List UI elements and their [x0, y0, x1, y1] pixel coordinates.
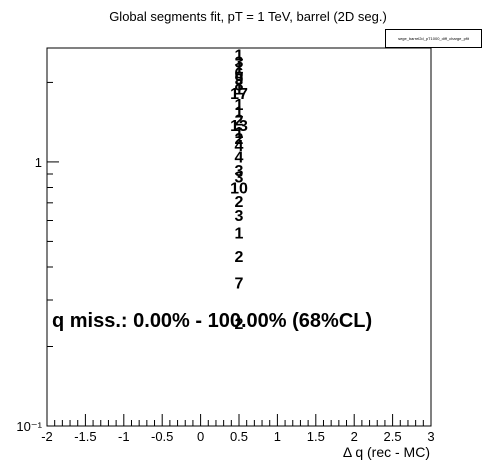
- x-tick-label: 1: [274, 429, 281, 444]
- bin-count-label: 3: [235, 208, 244, 225]
- stats-box: sege_barrel2d_pT1000_diff_charge_pfit: [385, 29, 482, 48]
- x-tick-label: -0.5: [151, 429, 173, 444]
- x-tick-label: -1.5: [74, 429, 96, 444]
- y-tick-label: 1: [35, 155, 42, 170]
- x-tick-label: -2: [41, 429, 53, 444]
- x-axis-label: Δ q (rec - MC): [343, 444, 430, 460]
- x-tick-label: 2.5: [384, 429, 402, 444]
- q-miss-annotation: q miss.: 0.00% - 100.00% (68%CL): [52, 310, 372, 333]
- x-tick-label: -1: [118, 429, 130, 444]
- stats-box-title: sege_barrel2d_pT1000_diff_charge_pfit: [386, 36, 481, 41]
- x-axis: -2 -1.5 -1 -0.5 0 0.5 1 1.5 2 2.5 3: [41, 414, 434, 444]
- x-tick-label: 3: [427, 429, 434, 444]
- y-tick-label: 10⁻¹: [16, 419, 42, 434]
- y-axis: 1 10⁻¹: [16, 82, 59, 434]
- x-tick-label: 2: [351, 429, 358, 444]
- bin-count-label: 7: [235, 275, 244, 292]
- x-tick-label: 0.5: [230, 429, 248, 444]
- x-tick-label: 1.5: [307, 429, 325, 444]
- bin-count-label: 1: [235, 226, 244, 243]
- bin-count-label: 2: [235, 249, 244, 266]
- x-tick-label: 0: [197, 429, 204, 444]
